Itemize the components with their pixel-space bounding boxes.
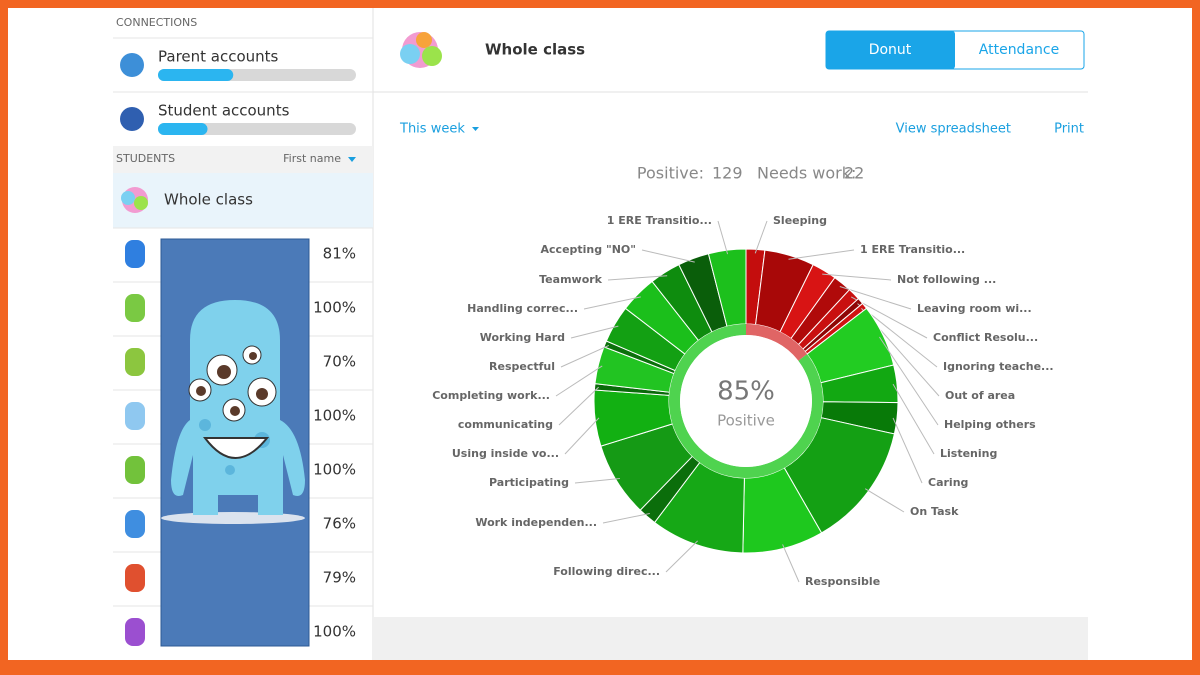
stat-value: 22 [844, 164, 864, 183]
tab-active[interactable] [826, 31, 955, 69]
student-score: 100% [313, 623, 356, 641]
leader-line [892, 417, 923, 484]
leader-line [892, 383, 935, 455]
leader-line [558, 386, 599, 426]
student-avatar [125, 240, 145, 268]
student-score: 100% [313, 407, 356, 425]
footer-strip [373, 617, 1088, 660]
stat-label: Needs work: [757, 164, 856, 183]
students-heading: STUDENTS [116, 152, 175, 165]
progress-track [158, 123, 356, 135]
segment-label: Out of area [945, 389, 1015, 402]
segment-label: Work independen... [475, 516, 597, 529]
segment-label: Sleeping [773, 214, 827, 227]
progress-fill [158, 123, 208, 135]
leader-line [555, 365, 603, 397]
student-avatar [125, 564, 145, 592]
segment-label: 1 ERE Transitio... [860, 243, 965, 256]
segment-label: Participating [489, 476, 569, 489]
tab-attendance[interactable]: Attendance [979, 42, 1059, 58]
leader-line [564, 417, 600, 455]
student-avatar [125, 456, 145, 484]
segment-label: On Task [910, 505, 959, 518]
class-avatar [121, 187, 148, 213]
leader-line [864, 488, 905, 513]
leader-line [782, 544, 800, 583]
leader-line [879, 336, 939, 426]
segment-label: 1 ERE Transitio... [607, 214, 712, 227]
students-header [113, 146, 373, 173]
student-score: 79% [323, 569, 356, 587]
connection-icon [120, 53, 144, 77]
progress-fill [158, 69, 234, 81]
connection-label: Parent accounts [158, 48, 279, 66]
leader-line [788, 249, 855, 260]
leader-line [560, 344, 610, 368]
segment-label: Working Hard [480, 331, 565, 344]
stat-value: 129 [712, 164, 743, 183]
segment-label: Respectful [489, 360, 555, 373]
segment-label: Responsible [805, 575, 880, 588]
student-score: 70% [323, 353, 356, 371]
student-avatar [125, 402, 145, 430]
segment-label: Caring [928, 476, 968, 489]
leader-line [602, 513, 650, 524]
leader-line [839, 286, 912, 310]
segment-label: Helping others [944, 418, 1036, 431]
leader-line [665, 540, 698, 573]
segment-label: Accepting "NO" [541, 243, 636, 256]
whole-class-label: Whole class [164, 191, 253, 209]
whole-class-row[interactable] [113, 173, 373, 228]
tab-donut[interactable]: Donut [869, 42, 912, 58]
monster-overlay [160, 238, 310, 647]
ring-needs-work [746, 324, 808, 361]
segment-label: Conflict Resolu... [933, 331, 1038, 344]
student-avatar [125, 348, 145, 376]
segment-label: Not following ... [897, 273, 996, 286]
period-select[interactable]: This week [399, 122, 465, 137]
segment-label: communicating [458, 418, 553, 431]
segment-label: Following direc... [553, 565, 660, 578]
student-avatar [125, 294, 145, 322]
center-label: Positive [717, 412, 775, 430]
center-value: 85% [717, 377, 775, 407]
student-avatar [125, 618, 145, 646]
stat-label: Positive: [637, 164, 704, 183]
leader-line [822, 273, 892, 281]
donut-hole [680, 335, 812, 467]
leader-line [754, 220, 768, 254]
leader-line [570, 325, 619, 339]
header-avatar [400, 32, 442, 68]
student-score: 100% [313, 299, 356, 317]
connection-icon [120, 107, 144, 131]
connection-label: Student accounts [158, 102, 290, 120]
sort-caret [348, 157, 356, 162]
leader-line [717, 220, 729, 255]
period-caret [472, 127, 479, 131]
leader-line [583, 296, 641, 310]
connections-heading: CONNECTIONS [116, 16, 197, 29]
student-score: 100% [313, 461, 356, 479]
leader-line [641, 249, 695, 263]
leader-line [607, 275, 668, 281]
header-title: Whole class [485, 41, 585, 59]
segment-label: Teamwork [539, 273, 603, 286]
print-link[interactable]: Print [1054, 122, 1084, 137]
student-score: 76% [323, 515, 356, 533]
segment-label: Leaving room wi... [917, 302, 1032, 315]
leader-line [850, 296, 928, 339]
segment-label: Ignoring teache... [943, 360, 1054, 373]
leader-line [574, 478, 620, 484]
student-avatar [125, 510, 145, 538]
segment-label: Using inside vo... [452, 447, 559, 460]
spreadsheet-link[interactable]: View spreadsheet [896, 122, 1011, 137]
segment-label: Listening [940, 447, 997, 460]
segment-label: Handling correc... [467, 302, 578, 315]
segment-label: Completing work... [432, 389, 550, 402]
student-score: 81% [323, 245, 356, 263]
sort-select[interactable]: First name [283, 152, 341, 165]
